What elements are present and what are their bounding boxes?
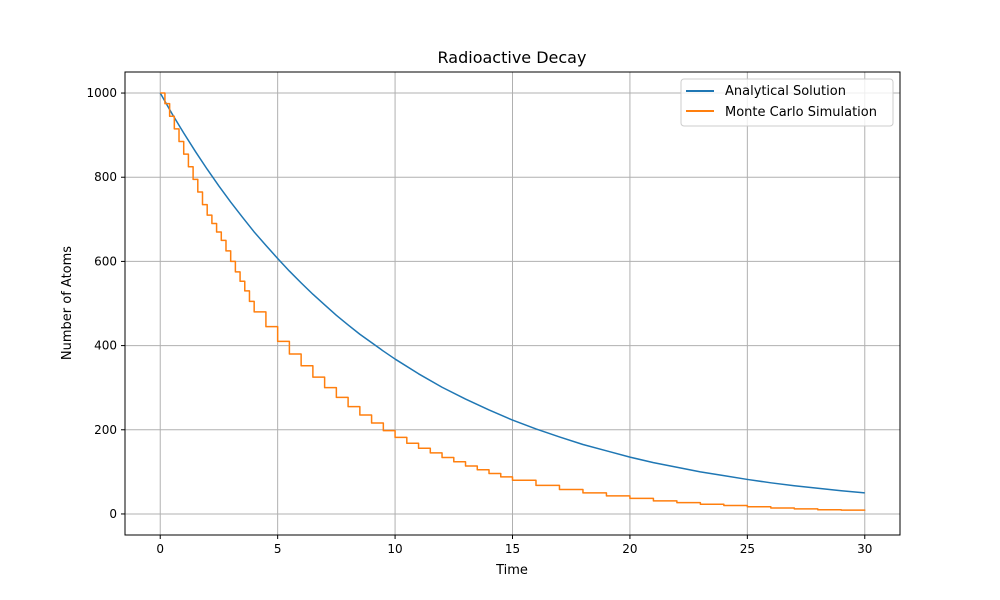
- y-axis-ticks: 0 200 400 600 800 1000: [86, 86, 125, 521]
- chart-title: Radioactive Decay: [438, 48, 587, 67]
- x-tick-label: 30: [857, 542, 872, 556]
- legend-label-monte-carlo: Monte Carlo Simulation: [725, 105, 877, 120]
- y-tick-label: 0: [109, 507, 117, 521]
- x-tick-label: 25: [740, 542, 755, 556]
- legend-label-analytical: Analytical Solution: [725, 84, 846, 99]
- y-tick-label: 800: [94, 170, 117, 184]
- x-axis-ticks: 0 5 10 15 20 25 30: [156, 535, 872, 556]
- y-axis-label: Number of Atoms: [60, 246, 75, 360]
- x-tick-label: 20: [622, 542, 637, 556]
- legend: Analytical Solution Monte Carlo Simulati…: [680, 78, 894, 127]
- y-tick-label: 1000: [86, 86, 117, 100]
- series-line-monte-carlo: [160, 92, 866, 511]
- y-tick-label: 400: [94, 339, 117, 353]
- x-tick-label: 0: [156, 542, 164, 556]
- y-tick-label: 200: [94, 423, 117, 437]
- grid-lines: [125, 72, 900, 535]
- series-line-analytical: [159, 92, 865, 494]
- plot-lines: [159, 92, 866, 511]
- x-tick-label: 10: [387, 542, 402, 556]
- x-tick-label: 15: [505, 542, 520, 556]
- legend-box: [680, 78, 894, 127]
- y-tick-label: 600: [94, 254, 117, 268]
- x-tick-label: 5: [274, 542, 282, 556]
- x-axis-label: Time: [495, 563, 528, 578]
